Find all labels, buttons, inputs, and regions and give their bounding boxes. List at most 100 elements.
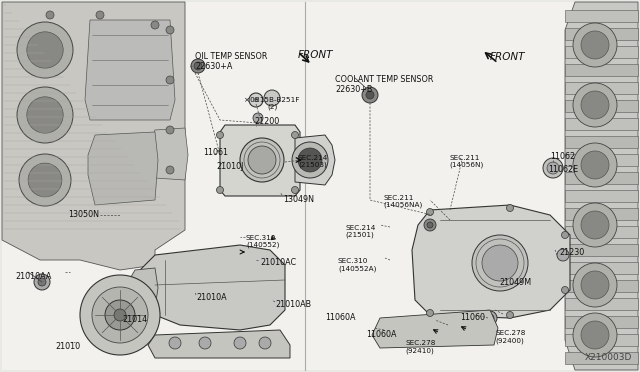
Circle shape (199, 337, 211, 349)
Text: OIL TEMP SENSOR
22630+A: OIL TEMP SENSOR 22630+A (195, 52, 268, 71)
Circle shape (486, 314, 494, 322)
Circle shape (240, 138, 284, 182)
Polygon shape (565, 352, 638, 364)
Text: FRONT: FRONT (490, 52, 525, 62)
Circle shape (166, 166, 174, 174)
Text: X210003D: X210003D (584, 353, 632, 362)
Circle shape (114, 309, 126, 321)
Polygon shape (372, 310, 498, 348)
Text: SEC.214
(21501): SEC.214 (21501) (345, 225, 376, 238)
Circle shape (426, 310, 433, 317)
Circle shape (573, 203, 617, 247)
Text: 21230: 21230 (559, 248, 584, 257)
Polygon shape (2, 2, 185, 270)
Circle shape (573, 143, 617, 187)
Polygon shape (150, 128, 188, 180)
Circle shape (80, 275, 160, 355)
Circle shape (19, 154, 71, 206)
Circle shape (166, 26, 174, 34)
Circle shape (573, 83, 617, 127)
Circle shape (27, 97, 63, 133)
Polygon shape (565, 64, 638, 76)
Circle shape (573, 23, 617, 67)
Polygon shape (565, 46, 638, 58)
Circle shape (248, 146, 276, 174)
Text: 21010AA: 21010AA (15, 272, 51, 281)
Circle shape (194, 62, 202, 70)
Circle shape (581, 321, 609, 349)
Circle shape (169, 337, 181, 349)
Circle shape (581, 271, 609, 299)
Text: 21010AB: 21010AB (275, 300, 311, 309)
Circle shape (166, 76, 174, 84)
Circle shape (298, 148, 322, 172)
Polygon shape (565, 226, 638, 238)
Polygon shape (565, 208, 638, 220)
Text: 11060: 11060 (460, 313, 485, 322)
Circle shape (378, 323, 392, 337)
Polygon shape (565, 316, 638, 328)
Circle shape (581, 151, 609, 179)
Text: 11061: 11061 (203, 148, 228, 157)
Text: 21010A: 21010A (196, 293, 227, 302)
Polygon shape (85, 20, 175, 120)
Circle shape (151, 21, 159, 29)
Text: 13050N: 13050N (68, 210, 99, 219)
Polygon shape (220, 125, 300, 196)
Text: B: B (254, 97, 258, 103)
Circle shape (472, 235, 528, 291)
Polygon shape (565, 244, 638, 256)
Circle shape (581, 211, 609, 239)
Text: COOLANT TEMP SENSOR
22630+B: COOLANT TEMP SENSOR 22630+B (335, 75, 433, 94)
Circle shape (249, 93, 263, 107)
Text: 21010AC: 21010AC (260, 258, 296, 267)
Polygon shape (565, 262, 638, 274)
Circle shape (506, 311, 513, 318)
Polygon shape (565, 82, 638, 94)
Circle shape (264, 90, 280, 106)
Circle shape (366, 91, 374, 99)
Circle shape (259, 337, 271, 349)
Polygon shape (565, 280, 638, 292)
Polygon shape (412, 205, 570, 318)
Circle shape (92, 287, 148, 343)
Text: 11060A: 11060A (325, 313, 355, 322)
Polygon shape (565, 100, 638, 112)
Text: SEC.211
(14056NA): SEC.211 (14056NA) (383, 195, 422, 208)
Text: 11060A: 11060A (366, 330, 397, 339)
Text: 21014: 21014 (122, 315, 147, 324)
Polygon shape (565, 28, 638, 40)
Circle shape (506, 205, 513, 212)
Text: SEC.214
(21503): SEC.214 (21503) (298, 155, 328, 169)
Polygon shape (565, 154, 638, 166)
Circle shape (446, 321, 454, 329)
Circle shape (561, 286, 568, 294)
Circle shape (557, 249, 569, 261)
Circle shape (216, 186, 223, 193)
Text: 21049M: 21049M (499, 278, 531, 287)
Text: 11062: 11062 (550, 152, 575, 161)
Circle shape (234, 337, 246, 349)
Circle shape (17, 22, 73, 78)
Circle shape (191, 59, 205, 73)
Circle shape (573, 313, 617, 357)
Circle shape (166, 126, 174, 134)
Polygon shape (565, 2, 638, 370)
Circle shape (427, 222, 433, 228)
Text: 21010: 21010 (55, 342, 80, 351)
Circle shape (573, 263, 617, 307)
Circle shape (96, 11, 104, 19)
Circle shape (581, 31, 609, 59)
Polygon shape (565, 136, 638, 148)
Polygon shape (565, 298, 638, 310)
Polygon shape (565, 118, 638, 130)
Text: 13049N: 13049N (283, 195, 314, 204)
Circle shape (17, 87, 73, 143)
Circle shape (34, 274, 50, 290)
Polygon shape (148, 330, 290, 358)
Text: 21010J: 21010J (216, 162, 243, 171)
Polygon shape (565, 172, 638, 184)
Circle shape (362, 87, 378, 103)
Circle shape (483, 311, 497, 325)
Circle shape (547, 162, 559, 174)
